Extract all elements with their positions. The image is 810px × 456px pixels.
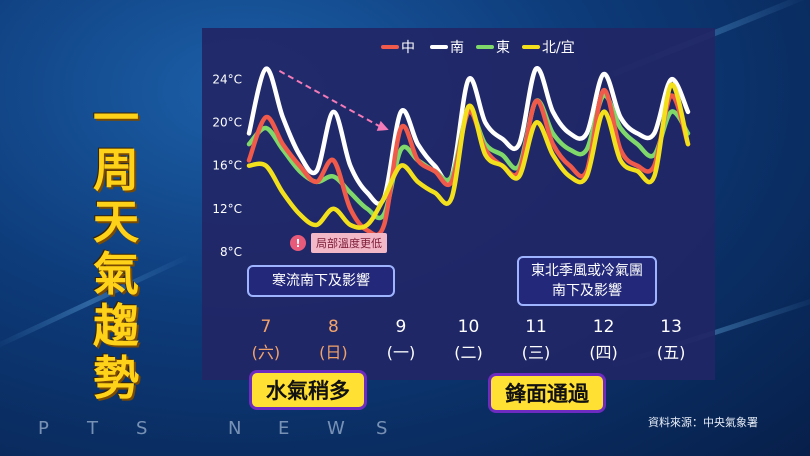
title-char: 天: [93, 195, 139, 249]
exclamation-icon: !: [290, 235, 306, 251]
legend-label: 南: [450, 40, 464, 56]
brand-letter: N: [228, 418, 242, 439]
x-day-label: 12: [593, 317, 615, 337]
brand-letter: E: [278, 418, 290, 439]
source-note: 資料來源：中央氣象署: [648, 416, 758, 429]
brand-letter: S: [136, 418, 148, 439]
cooling-trend-arrowhead: [376, 120, 389, 131]
x-day-label: 7: [260, 317, 271, 337]
legend-label: 東: [496, 40, 510, 56]
series-line-3: [246, 82, 691, 230]
x-weekday-label: (一): [387, 343, 416, 362]
brand-letter: T: [87, 418, 98, 439]
x-weekday-label: (四): [589, 343, 618, 362]
chart-panel: [202, 28, 715, 380]
brand-letter: S: [376, 418, 388, 439]
title-char: 勢: [93, 351, 139, 405]
x-day-label: 10: [458, 317, 480, 337]
x-day-label: 11: [525, 317, 547, 337]
local-colder-note: ! 局部溫度更低: [290, 233, 387, 253]
legend-label: 北/宜: [542, 40, 575, 56]
cold-surge-box: 寒流南下及影響: [247, 265, 395, 297]
x-day-label: 13: [660, 317, 682, 337]
brand-letter: P: [38, 418, 49, 439]
x-weekday-label: (三): [522, 343, 551, 362]
y-tick-label: 12°C: [212, 202, 242, 216]
y-tick-label: 8°C: [220, 245, 242, 259]
monsoon-line2: 南下及影響: [552, 283, 622, 299]
y-tick-label: 16°C: [212, 159, 242, 173]
title-char: 周: [93, 143, 139, 197]
page-title: 一周天氣趨勢: [86, 92, 146, 404]
title-char: 一: [93, 91, 139, 145]
monsoon-line1: 東北季風或冷氣團: [531, 263, 643, 279]
y-tick-label: 20°C: [212, 116, 242, 130]
brand-letter: W: [327, 418, 345, 439]
cold-surge-label: 寒流南下及影響: [272, 273, 370, 289]
x-weekday-label: (五): [657, 343, 686, 362]
front-label: 鋒面通過: [505, 382, 589, 406]
temperature-chart: 24°C 20°C 16°C 12°C 8°C 中 南 東 北/宜 7 (六) 8 (日) 9 (一) 10 (…: [212, 40, 691, 362]
x-weekday-label: (六): [252, 343, 281, 362]
monsoon-box: 東北季風或冷氣團 南下及影響: [517, 256, 657, 306]
x-weekday-label: (二): [454, 343, 483, 362]
x-day-label: 8: [328, 317, 339, 337]
y-tick-label: 24°C: [212, 73, 242, 87]
front-tag: 鋒面通過: [488, 373, 606, 413]
moist-label: 水氣稍多: [266, 379, 350, 403]
local-colder-label: 局部溫度更低: [311, 233, 387, 253]
x-day-label: 9: [396, 317, 407, 337]
x-weekday-label: (日): [319, 343, 348, 362]
legend-label: 中: [401, 40, 415, 56]
title-char: 氣: [93, 247, 139, 301]
title-char: 趨: [93, 299, 139, 353]
moist-tag: 水氣稍多: [249, 370, 367, 410]
series-line-1: [246, 66, 691, 206]
